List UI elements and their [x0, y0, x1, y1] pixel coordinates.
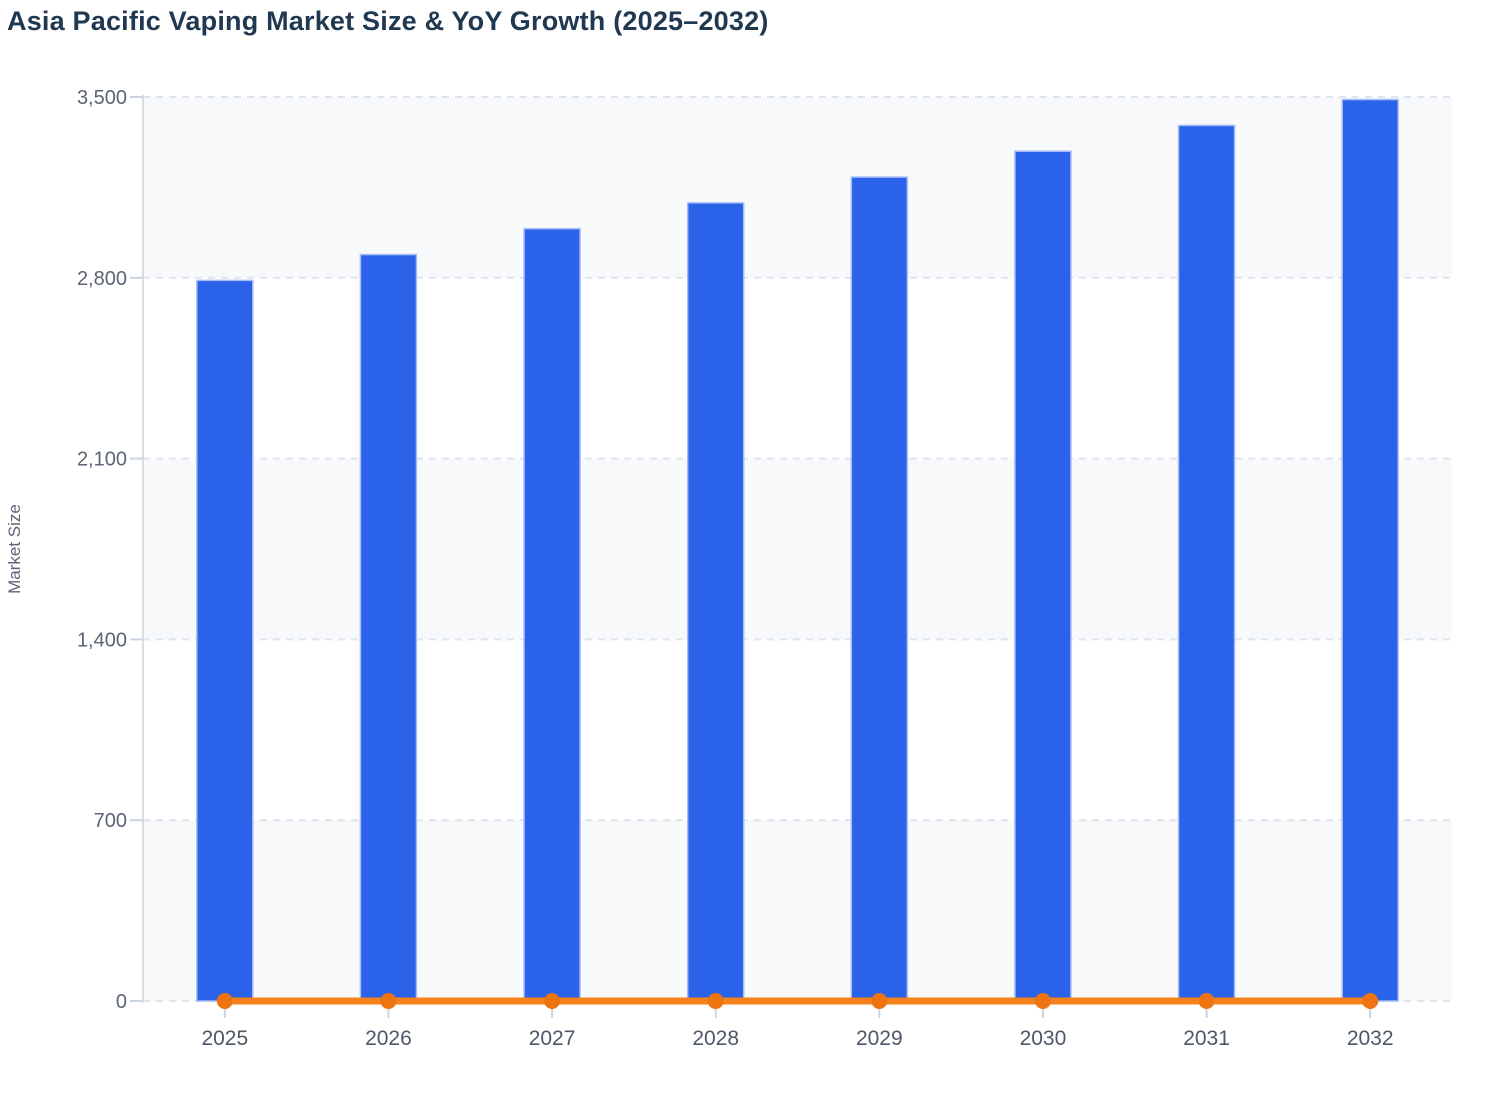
x-tick-label-2032: 2032: [1347, 1027, 1394, 1050]
x-tick-label-2025: 2025: [201, 1027, 248, 1050]
x-tick-label-2030: 2030: [1020, 1027, 1067, 1050]
x-tick-label-2027: 2027: [529, 1027, 576, 1050]
x-tick-labels: 2025 2026 2027 2028 2029 2030 2031 2032: [201, 1027, 1393, 1050]
yoy-marker-2025[interactable]: [216, 993, 233, 1009]
y-axis-ticks: [130, 96, 143, 1002]
yoy-marker-2031[interactable]: [1198, 993, 1215, 1009]
bar-2025[interactable]: [196, 279, 254, 1002]
bar-2027[interactable]: [523, 227, 581, 1002]
band-row: [143, 97, 1452, 278]
chart-title: Asia Pacific Vaping Market Size & YoY Gr…: [7, 6, 769, 36]
bar-2032[interactable]: [1341, 98, 1399, 1002]
y-axis-title: Market Size: [5, 504, 24, 594]
yoy-marker-2028[interactable]: [707, 993, 724, 1009]
y-tick-label-2100: 2,100: [77, 449, 127, 471]
y-tick-label-2800: 2,800: [77, 268, 127, 290]
bars: [196, 98, 1399, 1002]
band-row: [143, 820, 1452, 1001]
yoy-marker-2027[interactable]: [544, 993, 561, 1009]
yoy-markers: [216, 993, 1379, 1009]
plot-bands: [143, 97, 1452, 1001]
x-tick-label-2028: 2028: [692, 1027, 739, 1050]
yoy-marker-2029[interactable]: [871, 993, 888, 1009]
y-tick-label-0: 0: [116, 991, 127, 1013]
y-tick-label-700: 700: [94, 810, 127, 832]
y-tick-labels: 0 700 1,400 2,100 2,800 3,500: [77, 87, 127, 1013]
bar-2026[interactable]: [359, 253, 418, 1002]
y-tick-label-3500: 3,500: [77, 87, 127, 109]
bar-2030[interactable]: [1014, 150, 1072, 1002]
x-tick-label-2026: 2026: [365, 1027, 412, 1050]
yoy-marker-2030[interactable]: [1034, 993, 1051, 1009]
x-tick-label-2031: 2031: [1183, 1027, 1230, 1050]
yoy-marker-2032[interactable]: [1362, 993, 1379, 1009]
band-row: [143, 458, 1452, 640]
bar-2028[interactable]: [686, 202, 745, 1002]
x-tick-label-2029: 2029: [856, 1027, 903, 1050]
y-tick-label-1400: 1,400: [77, 629, 127, 651]
x-axis-ticks: [223, 1006, 1372, 1018]
bar-2031[interactable]: [1177, 124, 1236, 1002]
bar-2029[interactable]: [850, 176, 909, 1002]
yoy-marker-2026[interactable]: [380, 993, 397, 1009]
